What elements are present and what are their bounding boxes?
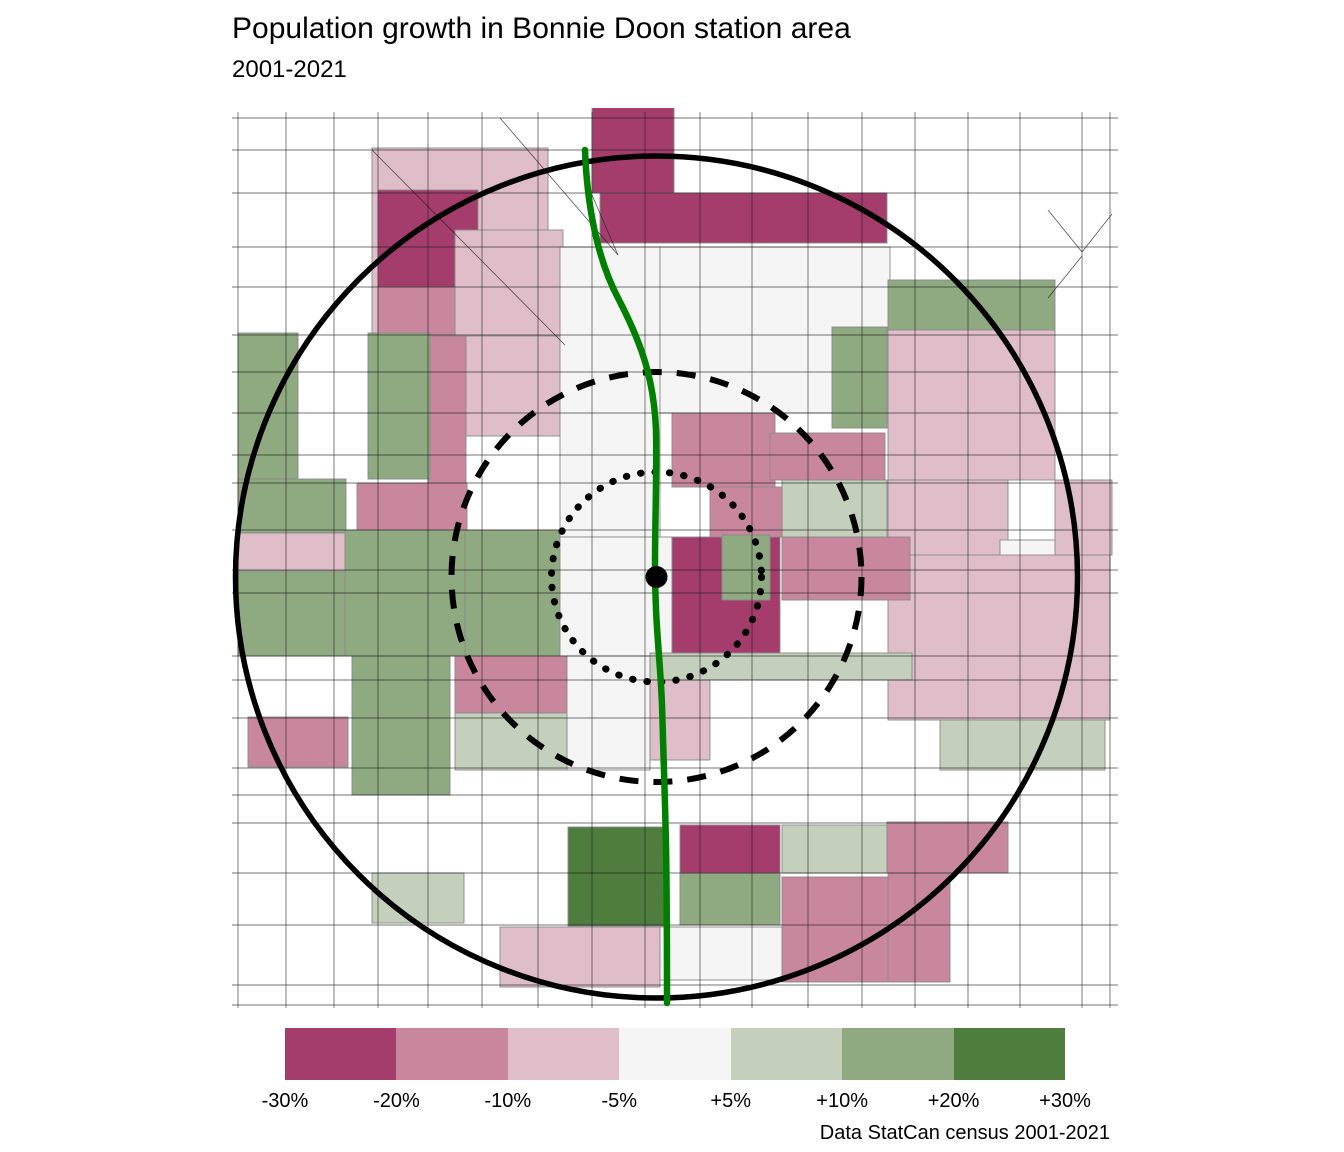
legend-swatch <box>953 1028 1065 1080</box>
census-region <box>769 432 886 481</box>
census-region <box>671 412 776 488</box>
census-region <box>367 332 431 480</box>
census-region <box>237 332 299 480</box>
legend-tick-label: +10% <box>816 1090 868 1112</box>
legend-swatch <box>507 1028 620 1080</box>
lrt-line <box>581 146 671 1007</box>
legend-swatch <box>619 1028 731 1080</box>
station-area-map <box>232 108 1118 1008</box>
legend-swatch <box>285 1028 397 1080</box>
street-grid <box>232 112 1118 1008</box>
station-marker <box>645 566 668 588</box>
census-region <box>649 652 913 681</box>
census-region <box>659 926 783 981</box>
census-region <box>831 326 888 429</box>
census-region <box>887 554 1111 721</box>
legend-tick-label: +5% <box>710 1090 751 1112</box>
legend-tick-label: +30% <box>1039 1090 1091 1112</box>
legend-tick-label: -30% <box>261 1090 309 1112</box>
census-region <box>356 482 468 532</box>
map-container <box>230 108 1120 1010</box>
legend-swatch <box>730 1028 843 1080</box>
page-subtitle: 2001-2021 <box>232 56 347 83</box>
page-title: Population growth in Bonnie Doon station… <box>232 12 851 45</box>
source-caption: Data StatCan census 2001-2021 <box>819 1122 1110 1144</box>
legend-tick-label: -5% <box>601 1090 638 1112</box>
legend-tick-label: -10% <box>484 1090 532 1112</box>
middle-ring <box>448 369 865 785</box>
census-region <box>427 335 467 485</box>
census-region <box>599 192 888 244</box>
legend-tick-label: +20% <box>927 1090 980 1112</box>
census-region <box>591 108 675 194</box>
legend-swatch <box>396 1028 508 1080</box>
census-region <box>454 229 564 337</box>
census-region <box>351 655 451 796</box>
census-region <box>454 712 568 771</box>
census-region <box>237 532 349 572</box>
census-regions <box>237 108 1113 988</box>
census-region <box>679 824 781 874</box>
station-marker-group <box>645 566 668 588</box>
legend: -30% -20% -10% -5% +5% +10% +20% +30% <box>262 1028 1091 1118</box>
census-region <box>237 478 347 534</box>
census-region <box>781 536 911 601</box>
census-region <box>237 570 347 657</box>
legend-tick-label: -20% <box>373 1090 420 1112</box>
census-region <box>781 824 888 874</box>
census-region <box>887 329 1056 481</box>
census-region <box>679 872 781 926</box>
census-region <box>566 655 651 771</box>
census-region <box>886 821 1009 874</box>
census-region <box>939 719 1106 771</box>
census-region <box>464 335 566 437</box>
legend-tick-labels: -30% -20% -10% -5% +5% +10% +20% +30% <box>262 1090 1091 1116</box>
census-region <box>559 246 661 538</box>
census-region <box>1054 479 1113 556</box>
census-region <box>567 826 666 927</box>
census-region <box>781 479 888 538</box>
legend-color-bar <box>285 1028 1065 1080</box>
lrt-line-group <box>581 146 671 1007</box>
legend-swatch <box>842 1028 954 1080</box>
census-region <box>887 279 1056 333</box>
census-region <box>781 876 889 983</box>
outer-ring <box>232 153 1081 1001</box>
